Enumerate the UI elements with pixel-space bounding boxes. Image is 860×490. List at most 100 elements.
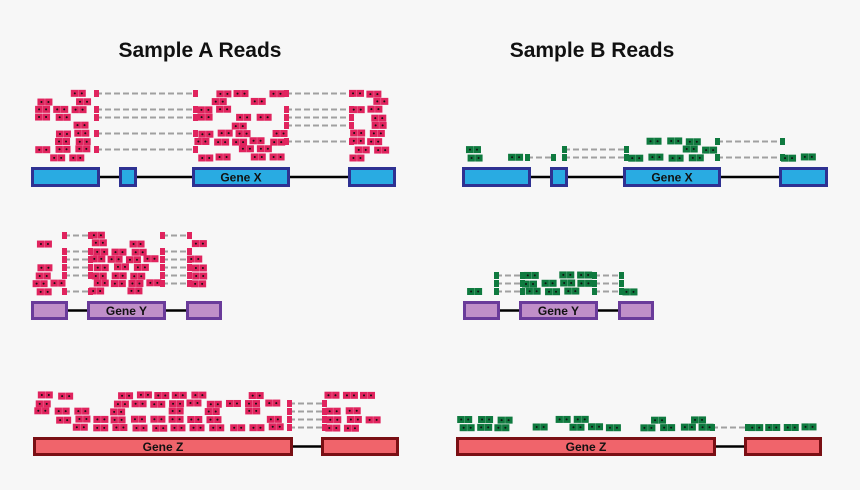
read — [154, 392, 170, 400]
read-dot — [58, 148, 61, 151]
split-read-end — [494, 288, 499, 295]
split-read-end — [322, 408, 327, 415]
read-dot — [352, 139, 355, 142]
read — [269, 90, 285, 98]
read-dot — [76, 124, 79, 127]
read-dot — [345, 394, 348, 397]
read — [91, 239, 107, 247]
split-read-end — [745, 424, 750, 431]
read — [197, 106, 213, 114]
read — [346, 415, 362, 423]
read-dot — [45, 116, 48, 119]
split-read-end — [187, 272, 192, 279]
read — [250, 153, 266, 161]
read-dot — [208, 133, 211, 136]
gene-panel-y-sample-a: Gene Y — [31, 231, 222, 320]
read-dot — [120, 282, 123, 285]
read-dot — [507, 419, 510, 422]
read — [211, 98, 227, 106]
split-read-end — [193, 146, 198, 153]
read-dot — [96, 282, 99, 285]
read — [91, 272, 107, 280]
read — [231, 122, 247, 130]
read-dot — [535, 425, 538, 428]
exon — [192, 167, 290, 187]
read-dot — [688, 140, 691, 143]
read-dot — [462, 426, 465, 429]
read-dot — [359, 92, 362, 95]
read-dot — [705, 149, 708, 152]
split-read-end — [160, 272, 165, 279]
read — [651, 416, 667, 424]
read-dot — [685, 148, 688, 151]
exon — [618, 301, 654, 320]
read-dot — [372, 132, 375, 135]
read — [478, 416, 494, 424]
read — [107, 255, 123, 263]
read-dot — [356, 418, 359, 421]
read-dot — [336, 418, 339, 421]
read-dot — [208, 156, 211, 159]
read-dot — [174, 394, 177, 397]
read-dot — [96, 426, 99, 429]
read-dot — [352, 394, 355, 397]
read-dot — [164, 394, 167, 397]
read-dot — [61, 395, 64, 398]
read-dot — [73, 92, 76, 95]
read — [233, 90, 249, 98]
read — [248, 392, 264, 400]
read-dot — [282, 132, 285, 135]
read — [350, 129, 366, 137]
read-dot — [219, 108, 222, 111]
read-dot — [579, 426, 582, 429]
read-dot — [377, 140, 380, 143]
read — [250, 97, 266, 105]
exon — [186, 301, 222, 320]
read-dot — [469, 426, 472, 429]
read — [525, 287, 541, 295]
read-dot — [272, 155, 275, 158]
read-dot — [279, 92, 282, 95]
read-dot — [201, 242, 204, 245]
read — [801, 423, 817, 431]
read-dot — [369, 93, 372, 96]
read-dot — [532, 283, 535, 286]
read — [628, 154, 644, 162]
split-read-end — [94, 90, 99, 97]
read-dot — [139, 243, 142, 246]
read — [622, 288, 638, 296]
split-read-end — [592, 280, 597, 287]
read-dot — [368, 418, 371, 421]
read-dot — [214, 410, 217, 413]
split-read-end — [551, 154, 556, 161]
read-dot — [226, 108, 229, 111]
exon — [87, 301, 166, 320]
split-read-end — [94, 114, 99, 121]
read-dot — [86, 100, 89, 103]
split-read-end — [624, 146, 629, 153]
read-dot — [197, 418, 200, 421]
read — [577, 271, 593, 279]
read-dot — [477, 157, 480, 160]
read-dot — [273, 141, 276, 144]
exon — [31, 167, 100, 187]
read-dot — [328, 427, 331, 430]
read-dot — [135, 258, 138, 261]
split-read-end — [287, 408, 292, 415]
read-dot — [631, 157, 634, 160]
read-dot — [670, 426, 673, 429]
read — [545, 288, 561, 296]
read-dot — [65, 140, 68, 143]
read-dot — [359, 108, 362, 111]
read-dot — [327, 394, 330, 397]
read-dot — [46, 290, 49, 293]
read-dot — [228, 402, 231, 405]
read — [564, 287, 580, 295]
read-dot — [234, 125, 237, 128]
read-dot — [137, 289, 140, 292]
read-dot — [77, 132, 80, 135]
read-dot — [275, 402, 278, 405]
read-dot — [370, 108, 373, 111]
read-dot — [335, 410, 338, 413]
read-dot — [245, 132, 248, 135]
